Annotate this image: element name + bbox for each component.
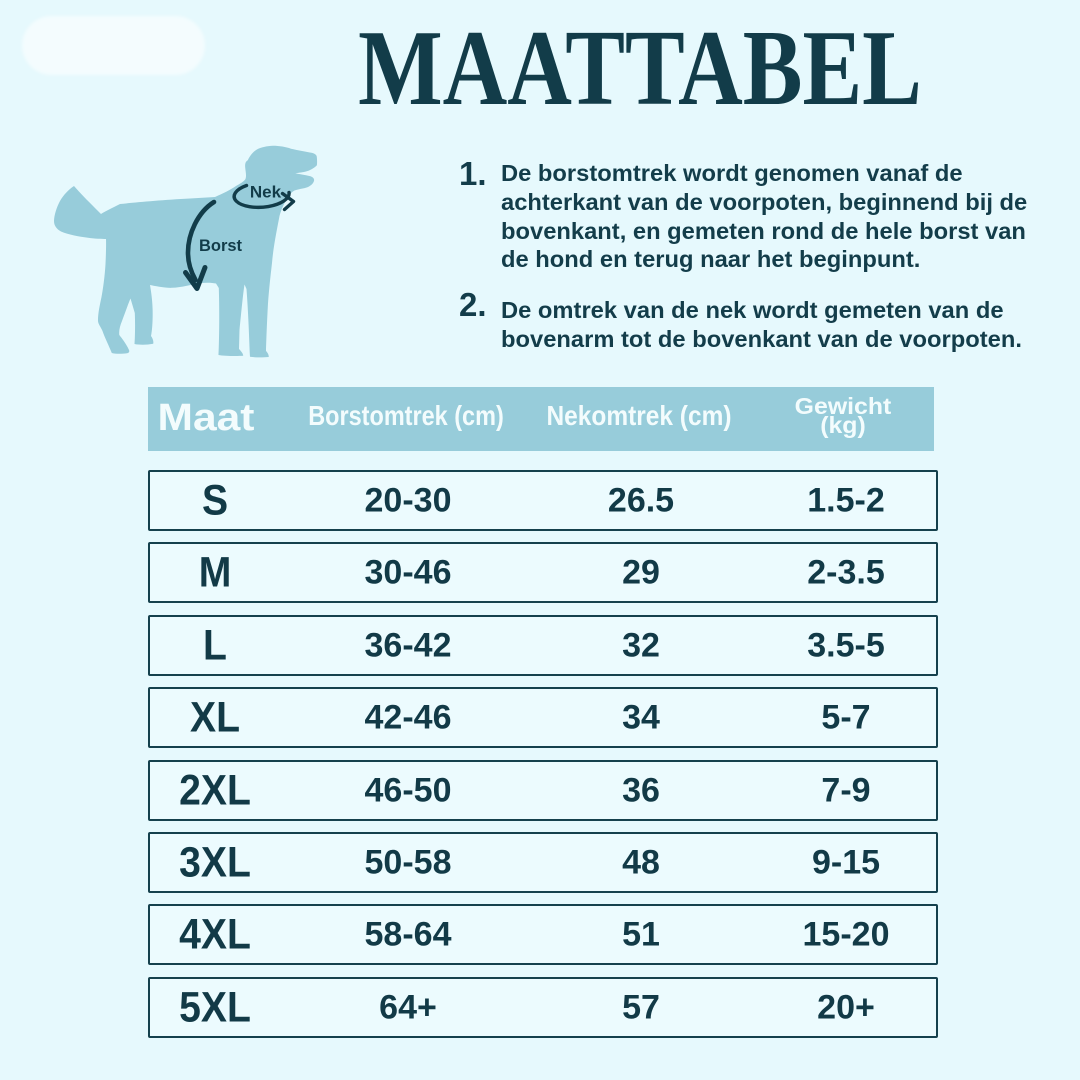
- svg-text:Borst: Borst: [199, 237, 243, 255]
- svg-text:Nek: Nek: [250, 183, 282, 202]
